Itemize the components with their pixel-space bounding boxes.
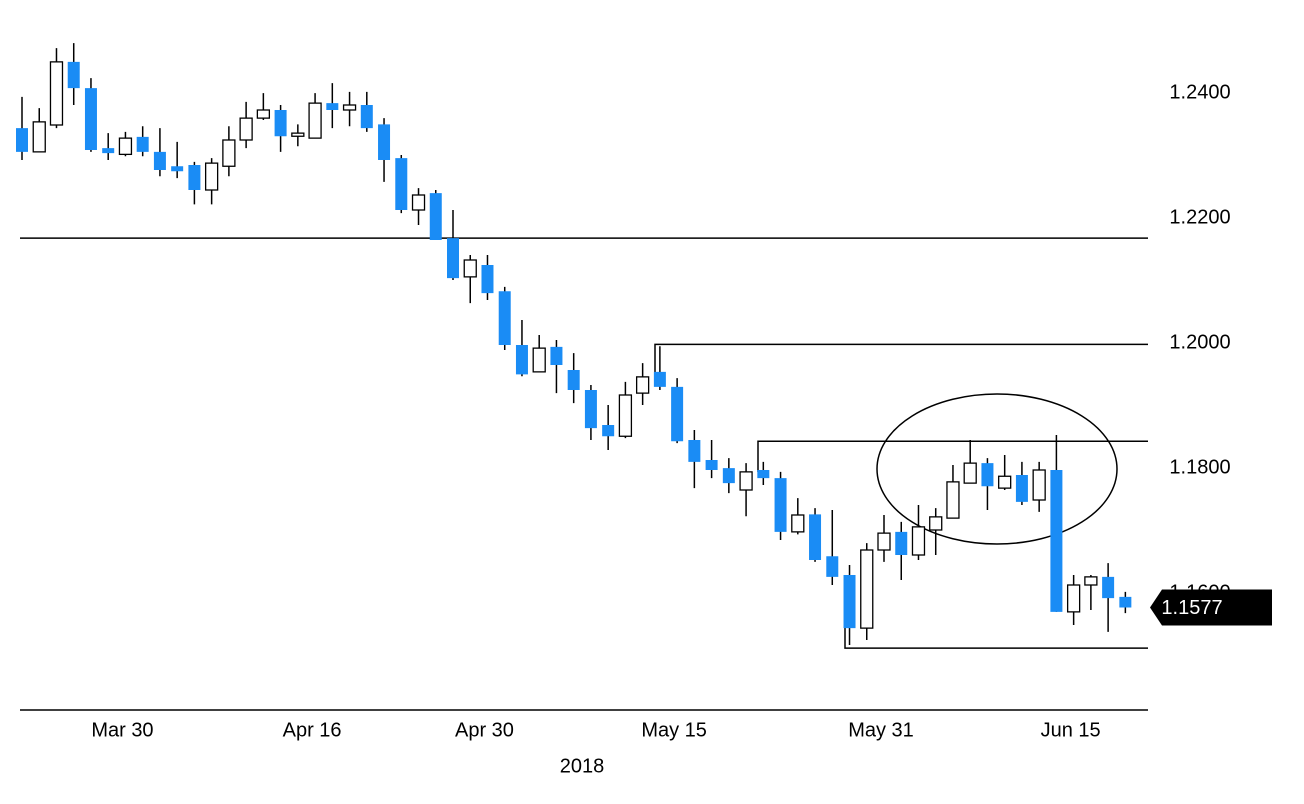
x-tick-label: May 15 — [641, 719, 707, 741]
candle-body — [498, 291, 511, 345]
candle-body — [16, 128, 28, 152]
candle-body — [118, 137, 133, 156]
x-tick-label: Mar 30 — [91, 719, 153, 741]
x-axis-label: 2018 — [560, 755, 605, 777]
candle-body — [515, 345, 528, 375]
candle-body — [49, 61, 64, 126]
candle-body — [1015, 475, 1028, 502]
candle-body — [981, 463, 994, 487]
y-tick-label: 1.1800 — [1169, 456, 1230, 478]
candle-body — [929, 516, 943, 531]
highlight-ellipse — [876, 393, 1118, 545]
candle-body — [532, 347, 546, 373]
candle-body — [809, 514, 822, 560]
candle-body — [256, 109, 271, 119]
candle-body — [481, 265, 494, 294]
candle-body — [429, 193, 442, 240]
candle-body — [326, 103, 339, 110]
candle-body — [722, 468, 735, 484]
candle-body — [895, 531, 908, 555]
candle-body — [911, 526, 926, 556]
candle-body — [739, 471, 753, 491]
y-tick-label: 1.2000 — [1169, 331, 1230, 353]
candle-body — [791, 514, 805, 533]
candle-body — [171, 166, 184, 172]
candle-body — [1102, 576, 1115, 599]
candle-body — [963, 462, 977, 484]
candle-body — [584, 390, 597, 429]
candle-body — [342, 104, 357, 111]
candle-body — [550, 346, 563, 365]
candle-body — [946, 481, 960, 519]
candle-body — [998, 475, 1012, 489]
candle-body — [204, 162, 219, 191]
candle-body — [1050, 470, 1063, 612]
y-tick-label: 1.2400 — [1169, 81, 1230, 103]
candle-body — [411, 194, 426, 211]
x-tick-label: May 31 — [848, 719, 914, 741]
candle-body — [136, 136, 149, 152]
candle-body — [274, 110, 287, 137]
candle-body — [860, 549, 874, 629]
candle-body — [395, 158, 408, 210]
candle-body — [567, 370, 580, 390]
x-tick-label: Apr 30 — [455, 719, 514, 741]
level-line — [654, 343, 1148, 372]
candle-body — [378, 124, 391, 160]
candle-body — [843, 575, 856, 629]
last-price-label: 1.1577 — [1161, 597, 1222, 619]
candle-body — [1066, 584, 1081, 613]
candle-body — [602, 425, 615, 437]
candle-body — [291, 132, 305, 137]
candle-body — [32, 121, 46, 153]
candle-body — [84, 88, 97, 150]
candle-body — [463, 259, 477, 278]
candle-body — [671, 386, 684, 442]
candle-body — [360, 105, 373, 129]
candle-body — [826, 556, 839, 577]
candle-body — [877, 532, 891, 551]
candle-body — [308, 102, 322, 139]
candle-body — [1032, 469, 1046, 501]
candle-body — [102, 148, 115, 154]
candle-body — [653, 371, 666, 387]
candle-body — [705, 460, 718, 470]
level-line — [844, 628, 1148, 649]
last-price-badge — [1150, 589, 1272, 626]
level-line — [757, 440, 1148, 472]
candle-body — [222, 139, 236, 167]
candle-body — [688, 440, 701, 462]
candle-body — [153, 151, 166, 170]
candle-body — [239, 117, 253, 141]
candle-body — [1084, 576, 1098, 586]
candle-body — [618, 394, 633, 437]
candle-body — [67, 61, 80, 89]
x-tick-label: Apr 16 — [283, 719, 342, 741]
candle-body — [188, 165, 201, 190]
candle-body — [757, 470, 770, 479]
y-tick-label: 1.2200 — [1169, 206, 1230, 228]
candle-body — [774, 478, 787, 532]
candle-body — [635, 376, 650, 394]
x-tick-label: Jun 15 — [1041, 719, 1101, 741]
candle-body — [447, 238, 459, 279]
candle-body — [1119, 596, 1132, 608]
